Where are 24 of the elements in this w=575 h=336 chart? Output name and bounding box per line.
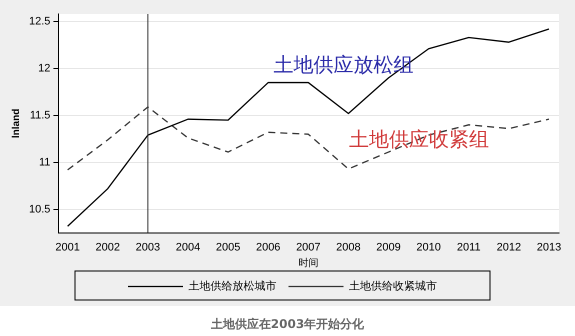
legend-label: 土地供给收紧城市 xyxy=(349,280,437,293)
x-tick-label: 2004 xyxy=(176,241,200,254)
x-tick-label: 2005 xyxy=(216,241,240,254)
x-tick-label: 2001 xyxy=(55,241,80,254)
x-tick-label: 2007 xyxy=(296,241,321,254)
y-axis-title: lnland xyxy=(10,108,22,138)
x-tick-label: 2011 xyxy=(456,241,481,254)
x-tick-label: 2008 xyxy=(336,241,361,254)
x-tick-label: 2002 xyxy=(96,241,120,254)
y-tick-label: 12 xyxy=(38,62,50,74)
x-tick-label: 2013 xyxy=(536,241,562,254)
y-tick-label: 11.5 xyxy=(30,109,50,122)
x-tick-label: 2009 xyxy=(376,241,401,254)
y-tick-label: 10.5 xyxy=(28,203,50,216)
x-tick-label: 2006 xyxy=(256,241,280,254)
x-axis-title: 时间 xyxy=(298,256,319,269)
annotation: 土地供应收紧组 xyxy=(348,127,489,152)
legend-label: 土地供给放松城市 xyxy=(188,280,276,293)
y-tick-label: 12.5 xyxy=(28,16,50,28)
x-tick-label: 2012 xyxy=(496,241,522,254)
x-tick-label: 2003 xyxy=(136,241,160,254)
x-tick-label: 2010 xyxy=(416,241,441,254)
y-tick-label: 11 xyxy=(38,156,50,168)
text: 土地供应在2003年开始分化 xyxy=(210,316,366,333)
